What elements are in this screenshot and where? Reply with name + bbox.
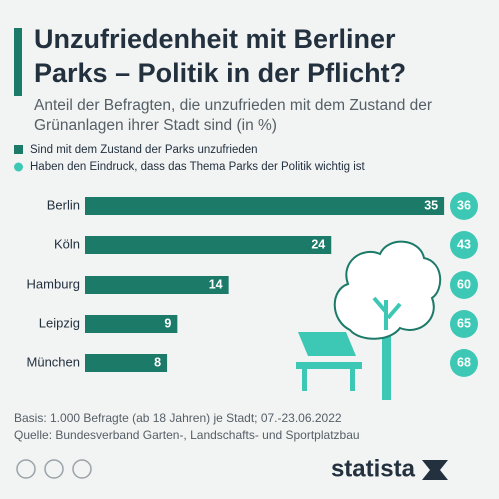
circle-value-label: 60 xyxy=(457,277,471,291)
logo: statista xyxy=(331,455,416,482)
bar xyxy=(85,197,445,215)
bench-leg xyxy=(302,369,307,391)
chart-title: Unzufriedenheit mit Berliner Parks – Pol… xyxy=(34,24,407,88)
footer: Basis: 1.000 Befragte (ab 18 Jahren) je … xyxy=(14,410,360,444)
bar-value-label: 14 xyxy=(209,277,223,291)
bar-value-label: 8 xyxy=(154,355,161,369)
value-circle xyxy=(450,271,478,299)
category-label: München xyxy=(27,354,80,369)
bench-seat xyxy=(296,362,362,369)
footer-source: Quelle: Bundesverband Garten-, Landschaf… xyxy=(14,428,360,442)
legend-label: Sind mit dem Zustand der Parks unzufried… xyxy=(30,144,258,156)
tree-crown xyxy=(333,240,442,340)
footer-basis: Basis: 1.000 Befragte (ab 18 Jahren) je … xyxy=(14,411,342,425)
value-circle xyxy=(450,192,478,220)
bar xyxy=(85,315,178,333)
value-circle xyxy=(450,231,478,259)
tree-branches xyxy=(372,296,402,330)
illustration xyxy=(296,240,442,400)
chart-subtitle: Anteil der Befragten, die unzufrieden mi… xyxy=(34,97,433,134)
legend-swatch xyxy=(14,145,23,154)
bar xyxy=(85,354,168,372)
bar xyxy=(85,276,229,294)
category-label: Hamburg xyxy=(27,276,80,291)
bar xyxy=(85,236,332,254)
category-label: Köln xyxy=(54,236,80,251)
bench-leg xyxy=(350,369,355,391)
bar-value-label: 35 xyxy=(424,198,438,212)
tree-trunk xyxy=(382,300,391,400)
circle-value-label: 36 xyxy=(457,198,471,212)
value-circle xyxy=(450,349,478,377)
circle-value-label: 65 xyxy=(457,316,471,330)
bar-value-label: 24 xyxy=(311,237,325,251)
license-icons xyxy=(16,459,92,479)
legend-label: Haben den Eindruck, dass das Thema Parks… xyxy=(30,161,366,173)
category-label: Berlin xyxy=(47,197,80,212)
bar-value-label: 9 xyxy=(164,316,171,330)
circle-value-label: 43 xyxy=(457,237,471,251)
bench-back xyxy=(298,332,356,356)
logo-icon xyxy=(422,460,448,480)
legend-swatch xyxy=(14,162,23,172)
value-circle xyxy=(450,310,478,338)
title-accent xyxy=(14,28,22,96)
circle-value-label: 68 xyxy=(457,355,471,369)
category-label: Leipzig xyxy=(39,315,80,330)
